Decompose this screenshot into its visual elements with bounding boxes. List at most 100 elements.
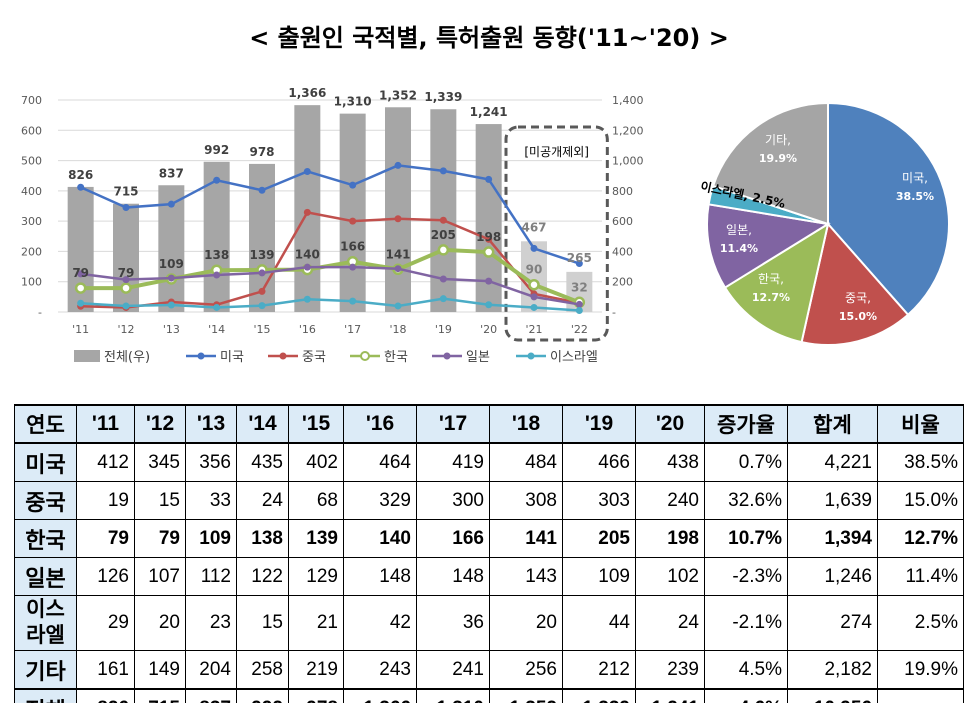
point-이스라엘 (530, 303, 538, 311)
point-미국 (349, 181, 357, 189)
point-미국 (167, 200, 175, 208)
total-label: 826 (68, 168, 93, 182)
korea-label: 140 (295, 248, 320, 262)
table-cell: 256 (489, 650, 563, 690)
x-tick-label: '17 (344, 323, 361, 336)
total-label: 715 (113, 185, 138, 199)
point-이스라엘 (77, 299, 85, 307)
table-cell: 2,182 (787, 650, 878, 690)
point-일본 (530, 293, 538, 301)
point-한국 (528, 278, 540, 291)
y-left-tick-label: 300 (21, 215, 42, 228)
x-tick-label: '20 (480, 323, 497, 336)
table-cell: 79 (76, 519, 135, 558)
line-이스라엘 (80, 297, 580, 312)
x-tick-label: '14 (208, 323, 225, 336)
total-label: 1,339 (424, 90, 462, 104)
table-cell: 161 (76, 650, 135, 690)
y-left-tick-label: 100 (21, 276, 42, 289)
table-cell: 29 (76, 595, 135, 651)
pie-label-name: 미국, (902, 171, 928, 185)
korea-label: 90 (526, 263, 543, 277)
table-header-cell: 합계 (787, 404, 878, 444)
x-tick-label: '21 (525, 323, 542, 336)
table-header-cell: '11 (76, 404, 135, 444)
pie-label-name: 일본, (726, 223, 752, 237)
pie-slice (800, 221, 910, 346)
point-미국 (258, 186, 266, 194)
x-tick-label: '11 (72, 323, 89, 336)
table-header-cell: 증가율 (704, 404, 788, 444)
point-일본 (258, 269, 266, 277)
table-cell: 198 (635, 519, 705, 558)
korea-label: 32 (571, 280, 588, 294)
table-cell: 1,352 (489, 688, 563, 703)
point-한국 (437, 244, 450, 256)
legend-marker (360, 351, 370, 361)
table-cell: 21 (288, 595, 344, 651)
table-row-label: 미국 (14, 442, 77, 482)
table-row-label: 기타 (14, 650, 77, 690)
table-cell: 24 (635, 595, 705, 651)
table-header-cell: '13 (185, 404, 237, 444)
table-cell: 978 (288, 688, 344, 703)
legend-marker (527, 352, 535, 360)
table-cell: 19 (76, 481, 135, 520)
point-미국 (303, 167, 311, 175)
table-cell: 112 (185, 557, 237, 596)
point-일본 (485, 277, 493, 285)
point-미국 (122, 204, 130, 212)
x-tick-label: '16 (299, 323, 316, 336)
y-left-tick-label: 200 (21, 245, 42, 258)
point-중국 (394, 215, 402, 223)
table-header-cell: 연도 (14, 404, 77, 444)
table-cell: 36 (416, 595, 490, 651)
table-cell: 239 (635, 650, 705, 690)
point-미국 (394, 161, 402, 169)
point-이스라엘 (167, 301, 175, 309)
table-cell: 141 (489, 519, 563, 558)
pie-slice (711, 101, 829, 226)
table-cell: 356 (185, 442, 237, 482)
table-cell: 33 (185, 481, 237, 520)
point-일본 (122, 276, 130, 284)
table-header-cell: '14 (236, 404, 289, 444)
point-이스라엘 (213, 303, 221, 311)
table-cell: 15 (134, 481, 186, 520)
table-cell: 1,310 (416, 688, 490, 703)
y-right-tick-label: 1,000 (612, 155, 644, 168)
table-row-label: 한국 (14, 519, 77, 558)
korea-label: 198 (476, 230, 501, 244)
bar-total (294, 105, 321, 312)
point-이스라엘 (575, 306, 583, 314)
table-cell: 274 (787, 595, 878, 651)
point-일본 (213, 271, 221, 279)
korea-label: 141 (385, 247, 410, 261)
pie-label-pct: 11.4% (720, 242, 758, 255)
korea-label: 166 (340, 240, 365, 254)
data-table: 연도 '11'12'13'14'15'16'17'18'19'20 증가율 합계 비율 미… (14, 404, 964, 703)
point-이스라엘 (485, 301, 493, 309)
table-cell: 44 (562, 595, 636, 651)
legend-label: 중국 (302, 350, 326, 365)
table-cell: 19.9% (877, 650, 964, 690)
table-cell: 1,339 (562, 688, 636, 703)
table-header-cell: '20 (635, 404, 705, 444)
point-일본 (349, 263, 357, 271)
table-cell: 1,394 (787, 519, 878, 558)
table-row: 기타 161 149 204 258 219 243 241 256 212 239 4.5% 2,18… (14, 650, 964, 690)
table-cell: 464 (343, 442, 417, 482)
point-이스라엘 (439, 295, 447, 303)
legend-marker (279, 352, 287, 360)
legend-label: 미국 (220, 350, 244, 365)
table-cell: 126 (76, 557, 135, 596)
table-cell: 148 (416, 557, 490, 596)
total-label: 1,352 (379, 88, 417, 102)
table-cell: 715 (134, 688, 186, 703)
table-cell: 107 (134, 557, 186, 596)
y-right-tick-label: - (612, 306, 616, 319)
table-cell: 42 (343, 595, 417, 651)
table-cell: 122 (236, 557, 289, 596)
total-label: 1,366 (288, 86, 326, 100)
